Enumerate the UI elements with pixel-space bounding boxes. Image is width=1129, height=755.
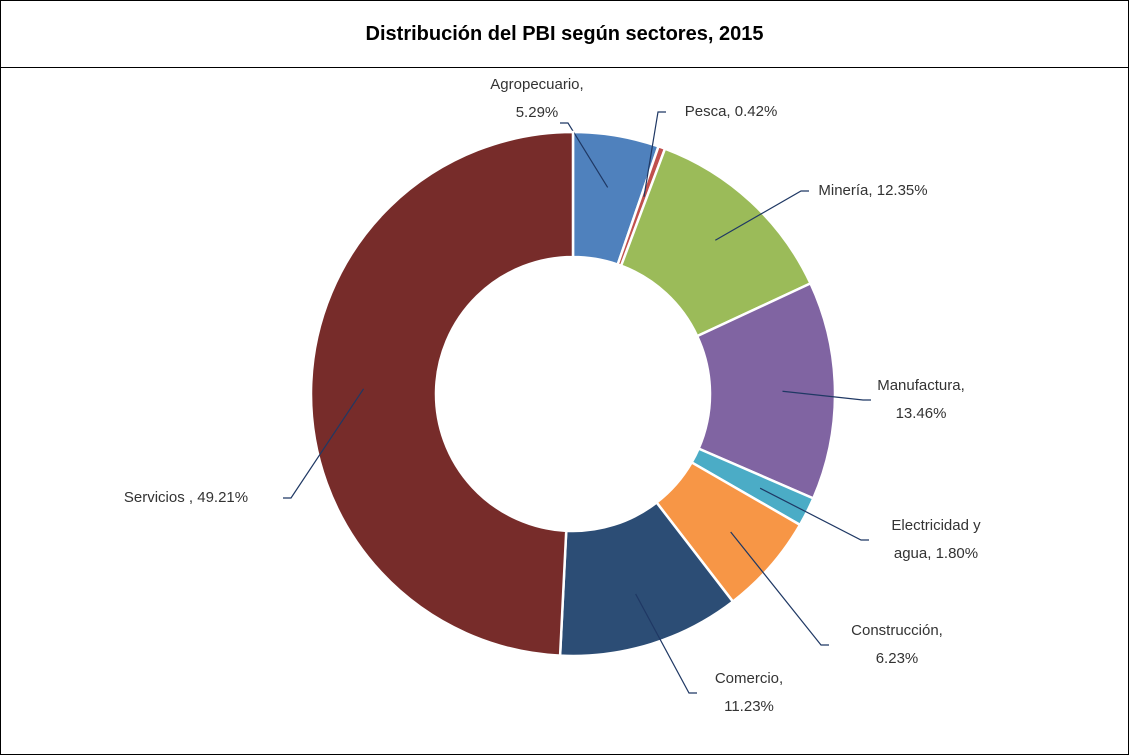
donut-slice xyxy=(619,147,813,338)
data-label: Agropecuario, 5.29% xyxy=(490,76,584,121)
data-label: Pesca, 0.42% xyxy=(684,103,778,120)
data-label: Servicios , 49.21% xyxy=(123,489,249,506)
leader-line xyxy=(560,122,609,188)
donut-slice xyxy=(695,281,837,501)
leader-line xyxy=(782,390,871,401)
donut-slice xyxy=(309,130,575,657)
chart-title: Distribución del PBI según sectores, 201… xyxy=(1,1,1128,68)
leader-line xyxy=(643,111,666,197)
leader-line xyxy=(635,593,697,694)
leader-line xyxy=(715,190,809,241)
data-label: Electricidad y agua, 1.80% xyxy=(891,517,981,562)
data-label: Manufactura, 13.46% xyxy=(877,377,965,422)
leader-line xyxy=(730,531,829,646)
data-label: Minería, 12.35% xyxy=(818,182,928,199)
leader-line xyxy=(759,487,869,541)
data-label: Comercio, 11.23% xyxy=(714,670,784,715)
data-label: Construcción, 6.23% xyxy=(851,622,943,667)
leader-line xyxy=(283,388,365,499)
